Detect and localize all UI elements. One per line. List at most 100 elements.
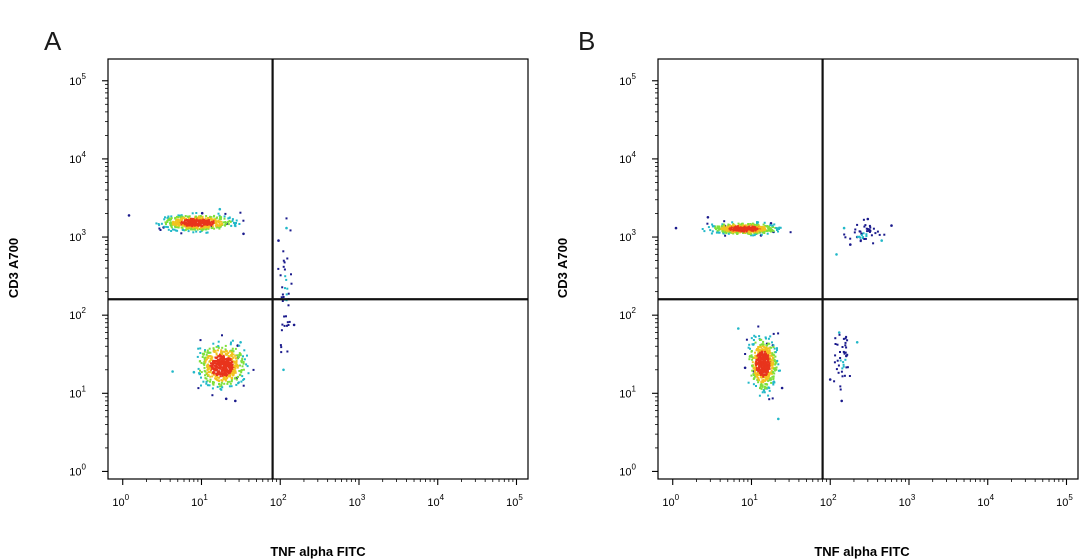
- panel-a-density-dot: [193, 220, 196, 223]
- panel-a-density-dot: [234, 225, 237, 228]
- panel-b-density-dot: [765, 374, 768, 377]
- panel-b-density-dot: [765, 352, 768, 355]
- panel-a-density-dot: [200, 384, 202, 387]
- panel-a-density-dot: [223, 364, 225, 366]
- panel-a-density-dot: [206, 379, 209, 382]
- panel-b-density-dot: [745, 224, 748, 227]
- panel-a-density-dot: [220, 379, 223, 382]
- panel-a-density-dot: [280, 346, 283, 349]
- panel-a-density-dot: [206, 221, 209, 224]
- panel-a-density-dot: [221, 222, 224, 225]
- panel-b-density-dot: [756, 349, 759, 352]
- panel-a-density-dot: [206, 224, 209, 226]
- panel-a-density-dot: [183, 224, 185, 227]
- panel-b-density-dot: [774, 368, 777, 371]
- panel-b-density-dot: [747, 226, 750, 229]
- panel-a-density-dot: [180, 232, 183, 235]
- panel-a-density-dot: [201, 352, 204, 355]
- panel-b-density-dot: [751, 225, 754, 228]
- panel-a-density-dot: [281, 323, 284, 326]
- panel-b-density-dot: [742, 227, 745, 230]
- panel-a-density-dot: [196, 228, 199, 231]
- panel-b-density-dot: [763, 225, 766, 228]
- panel-a-x-tick-label: 100: [112, 493, 129, 509]
- panel-a-density-dot: [227, 220, 230, 223]
- panel-b-density-dot: [868, 231, 871, 233]
- panel-a-density-dot: [203, 364, 206, 366]
- panel-a-density-dot: [230, 378, 233, 381]
- panel-b-density-dot: [757, 221, 760, 224]
- panel-a-density-dot: [179, 223, 182, 226]
- panel-a-density-dot: [241, 357, 244, 360]
- panel-a-density-dot: [188, 215, 191, 218]
- panel-a-density-dot: [207, 219, 210, 222]
- panel-a-point: [282, 368, 285, 372]
- panel-b-density-dot: [842, 365, 845, 368]
- panel-a-density-dot: [225, 373, 228, 375]
- panel-b-density-dot: [775, 361, 778, 364]
- panel-a-density-dot: [286, 324, 288, 327]
- panel-b-density-dot: [771, 341, 773, 344]
- panel-b-density-dot: [714, 227, 717, 229]
- panel-a-density-dot: [223, 360, 226, 363]
- panel-a-density-dot: [200, 371, 203, 374]
- panel-a-density-dot: [222, 378, 225, 381]
- panel-a-density-dot: [177, 220, 180, 223]
- panel-a-density-dot: [201, 228, 204, 231]
- panel-b-density-dot: [764, 367, 766, 369]
- panel-a-density-dot: [183, 217, 186, 220]
- panel-b-density-dot: [868, 228, 871, 231]
- panel-b-density-dot: [771, 364, 774, 367]
- panel-a-density-dot: [210, 220, 213, 223]
- panel-a-density-dot: [170, 225, 173, 228]
- panel-b-density-dot: [769, 359, 772, 362]
- panel-a-density-dot: [193, 221, 196, 224]
- panel-b-density-dot: [761, 391, 764, 394]
- panel-a-density-dot: [168, 217, 171, 220]
- panel-a-density-dot: [228, 385, 231, 388]
- panel-b-density-dot: [762, 360, 765, 362]
- panel-a-density-dot: [211, 387, 214, 390]
- panel-a-density-dot: [169, 223, 172, 226]
- panel-a-density-dot: [231, 219, 234, 222]
- panel-a-density-dot: [224, 362, 227, 365]
- panel-b-density-dot: [769, 354, 771, 357]
- panel-a-density-dot: [166, 221, 169, 223]
- panel-b-density-dot: [779, 369, 781, 372]
- panel-b-density-dot: [859, 236, 862, 239]
- panel-a-density-dot: [180, 221, 183, 224]
- panel-b-density-dot: [774, 355, 777, 358]
- panel-a-density-dot: [206, 351, 209, 354]
- panel-a-density-dot: [166, 216, 169, 219]
- panel-a-density-dot: [187, 226, 190, 229]
- panel-a-density-dot: [209, 380, 211, 383]
- panel-a-density-dot: [176, 219, 179, 222]
- panel-b-density-dot: [769, 228, 772, 231]
- panel-b-density-dot: [771, 352, 774, 355]
- panel-b-density-dot: [703, 230, 706, 233]
- panel-b-density-dot: [764, 359, 767, 362]
- panel-b-density-dot: [760, 369, 763, 371]
- panel-b-density-dot: [761, 373, 764, 376]
- panel-b-density-dot: [769, 377, 772, 380]
- panel-b-density-dot: [869, 226, 872, 229]
- panel-b-density-dot: [733, 224, 735, 227]
- panel-b-density-dot: [770, 381, 773, 384]
- panel-b-density-dot: [744, 225, 747, 228]
- panel-b-density-dot: [761, 357, 764, 360]
- panel-a-density-dot: [200, 362, 203, 364]
- panel-a-density-dot: [204, 374, 206, 377]
- panel-b-density-dot: [749, 228, 752, 231]
- panel-a: A 100 101 102 103 104 105 100 101 102 103 104 105 T…: [6, 26, 529, 559]
- panel-a-density-dot: [200, 217, 203, 220]
- panel-b-density-dot: [729, 231, 732, 234]
- panel-a-density-dot: [193, 228, 196, 231]
- panel-a-y-tick-label: 103: [69, 228, 86, 244]
- panel-a-density-dot: [212, 221, 215, 224]
- panel-b-density-dot: [772, 378, 775, 381]
- panel-a-density-dot: [224, 221, 227, 223]
- panel-a-density-dot: [238, 374, 241, 377]
- panel-b-density-dot: [758, 231, 761, 234]
- panel-b-density-dot: [765, 367, 768, 370]
- panel-b-density-dot: [772, 375, 775, 378]
